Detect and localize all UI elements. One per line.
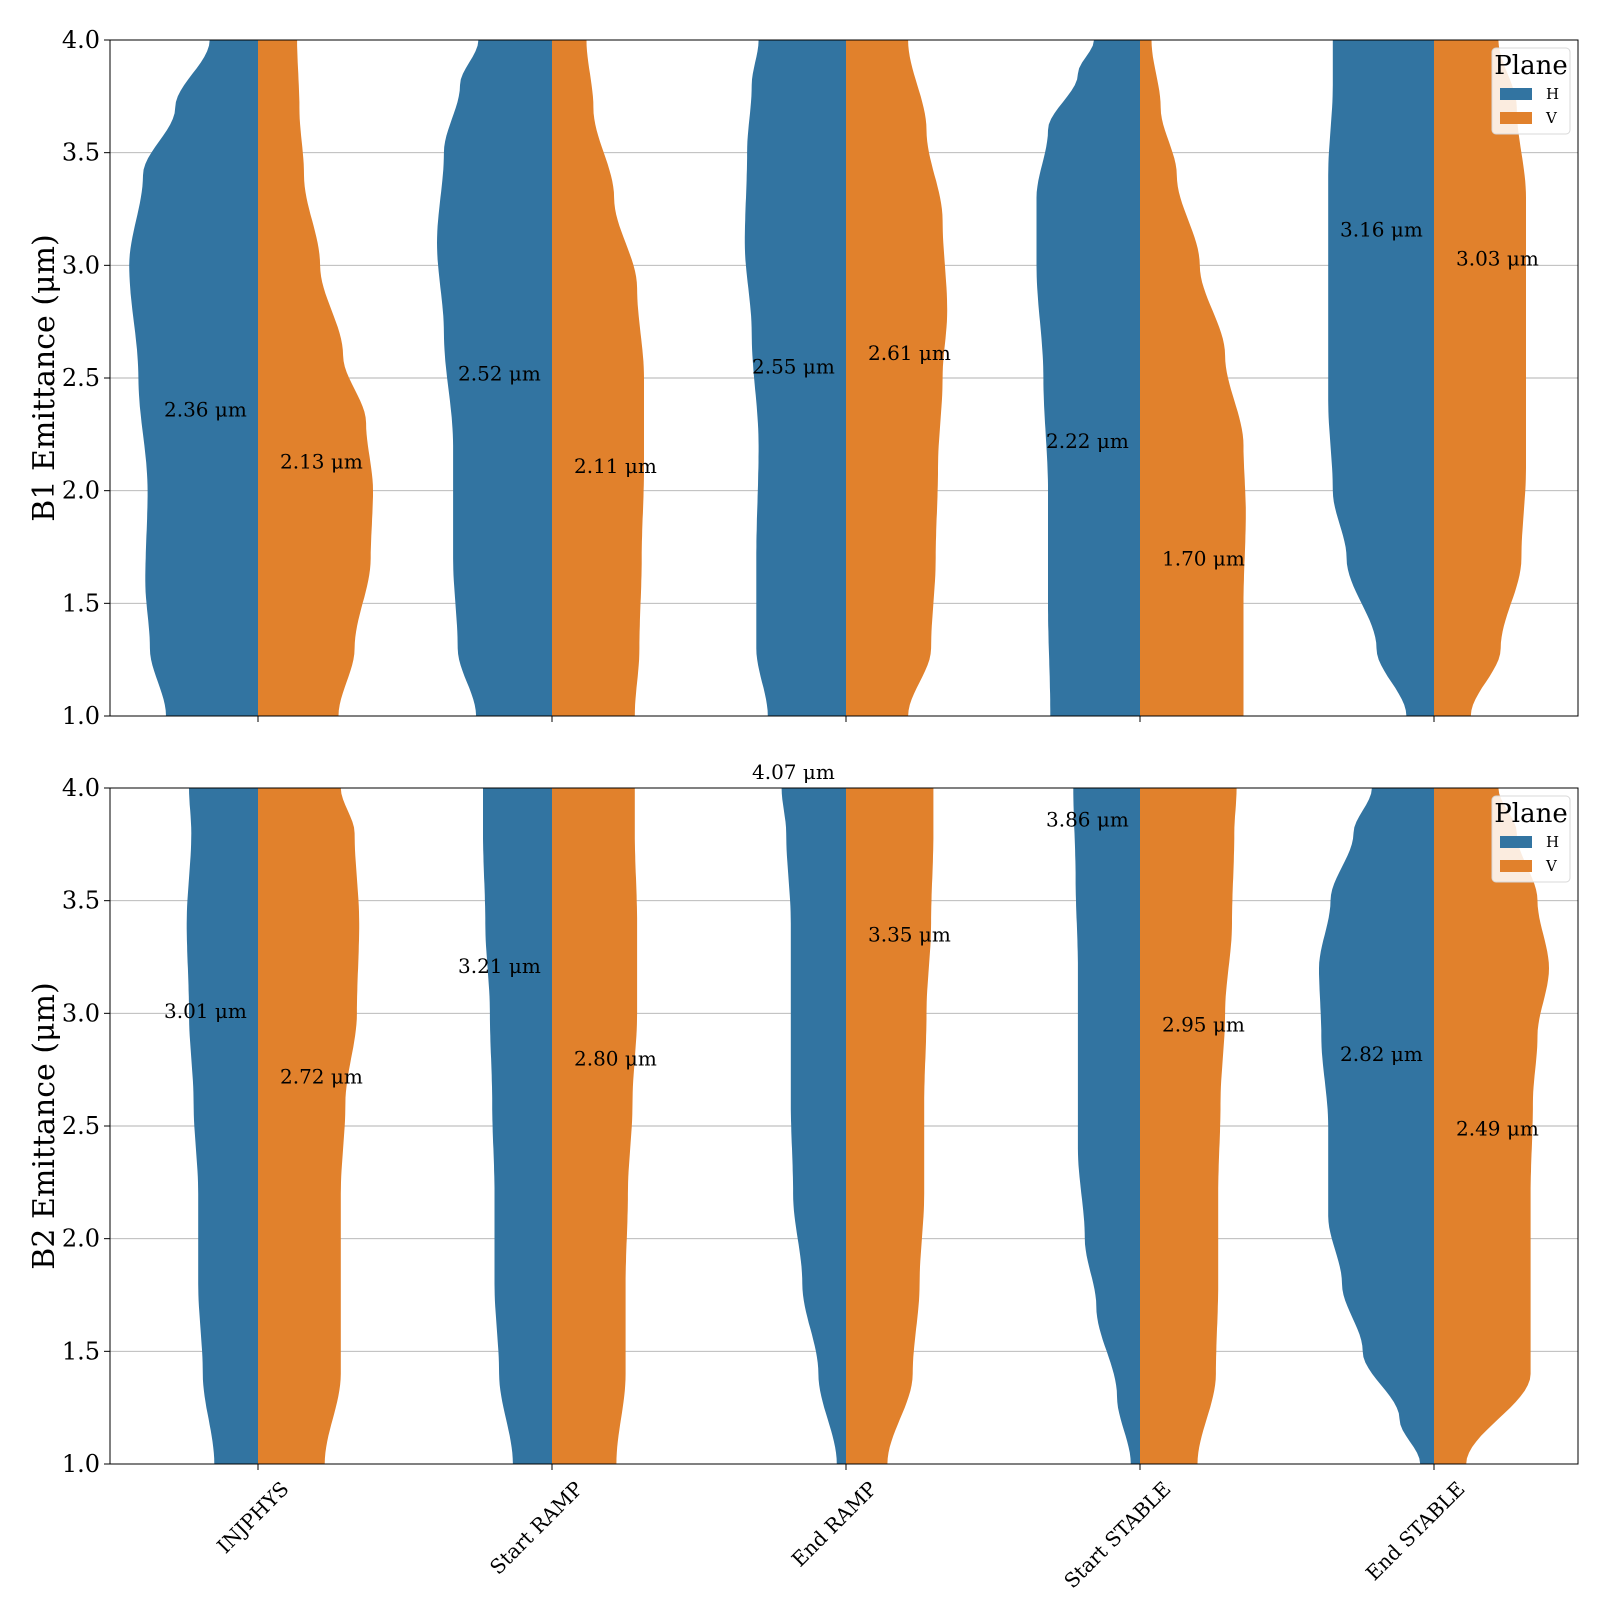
violin-h-end-stable (1328, 40, 1434, 716)
y-tick-label: 1.5 (62, 1337, 100, 1365)
median-annotation: 2.82 μm (1340, 1042, 1423, 1066)
median-annotation: 2.13 μm (280, 449, 363, 473)
legend-label-v: V (1545, 109, 1558, 127)
violin-h-start-ramp (437, 40, 552, 716)
median-annotation: 3.86 μm (1046, 808, 1129, 832)
median-annotation: 2.95 μm (1162, 1013, 1245, 1037)
violin-v-end-stable (1434, 788, 1549, 1464)
axes-frame (109, 787, 1579, 1465)
violin-h-end-ramp (781, 788, 846, 1464)
y-tick-label: 2.0 (62, 1225, 100, 1253)
violin-h-injphys (186, 788, 258, 1464)
violin-v-end-ramp (846, 788, 934, 1464)
legend-label-h: H (1546, 85, 1559, 103)
legend-swatch-v (1500, 112, 1532, 124)
violin-h-end-stable (1319, 788, 1434, 1464)
legend-label-h: H (1546, 833, 1559, 851)
median-annotation: 2.49 μm (1456, 1116, 1539, 1140)
y-tick-label: 2.5 (62, 1112, 100, 1140)
y-tick-label: 3.5 (62, 887, 100, 915)
legend-swatch-h (1500, 836, 1532, 848)
x-category-label: End STABLE (1361, 1477, 1470, 1586)
panel-1: 1.0 1.5 2.0 2.5 3.0 3.5 4.0 2.36 μm 2.52 μm 2.55 … (27, 26, 1579, 730)
median-annotation: 3.21 μm (458, 954, 541, 978)
violin-h-start-ramp (483, 788, 552, 1464)
median-annotation: 2.72 μm (280, 1064, 363, 1088)
violin-h-start-stable (1073, 788, 1140, 1464)
y-tick-label: 1.0 (62, 1450, 100, 1478)
legend-swatch-h (1500, 88, 1532, 100)
axes-frame (109, 39, 1579, 717)
median-annotation: 3.35 μm (868, 922, 951, 946)
y-axis-title: B2 Emittance (μm) (27, 982, 62, 1269)
violin-v-start-stable (1140, 40, 1246, 716)
y-axis-title: B1 Emittance (μm) (27, 234, 62, 521)
legend-swatch-v (1500, 860, 1532, 872)
violin-v-end-ramp (846, 40, 948, 716)
median-annotation: 2.11 μm (574, 454, 657, 478)
panel-2: 1.0 1.5 2.0 2.5 3.0 3.5 4.0 3.01 μm 3.21 μm 4.07 … (27, 760, 1579, 1593)
median-annotation: 2.52 μm (458, 361, 541, 385)
violin-v-injphys (258, 40, 373, 716)
median-annotation: 1.70 μm (1162, 546, 1245, 570)
x-category-label: Start RAMP (485, 1477, 588, 1580)
y-tick-label: 1.0 (62, 702, 100, 730)
y-tick-label: 4.0 (62, 774, 100, 802)
median-annotation: 2.55 μm (752, 355, 835, 379)
median-annotation: 4.07 μm (752, 760, 835, 784)
y-tick-label: 3.0 (62, 251, 100, 279)
legend-title: Plane (1494, 51, 1567, 81)
y-tick-label: 4.0 (62, 26, 100, 54)
violin-h-end-ramp (744, 40, 846, 716)
violin-h-start-stable (1036, 40, 1140, 716)
x-category-label: INJPHYS (212, 1477, 293, 1558)
x-category-label: Start STABLE (1059, 1477, 1175, 1593)
y-tick-label: 1.5 (62, 589, 100, 617)
y-tick-label: 3.5 (62, 139, 100, 167)
y-tick-label: 2.5 (62, 364, 100, 392)
median-annotation: 3.16 μm (1340, 217, 1423, 241)
median-annotation: 3.01 μm (164, 999, 247, 1023)
median-annotation: 3.03 μm (1456, 247, 1539, 271)
violin-h-injphys (129, 40, 258, 716)
median-annotation: 2.61 μm (868, 341, 951, 365)
violin-v-start-ramp (552, 788, 638, 1464)
x-category-label: End RAMP (787, 1477, 882, 1572)
median-annotation: 2.36 μm (164, 398, 247, 422)
violin-v-end-stable (1434, 40, 1526, 716)
violin-v-injphys (258, 788, 360, 1464)
median-annotation: 2.80 μm (574, 1046, 657, 1070)
legend-label-v: V (1545, 857, 1558, 875)
y-tick-label: 2.0 (62, 477, 100, 505)
y-tick-label: 3.0 (62, 999, 100, 1027)
legend-title: Plane (1494, 799, 1567, 829)
violin-v-start-ramp (552, 40, 644, 716)
violin-v-start-stable (1140, 788, 1237, 1464)
median-annotation: 2.22 μm (1046, 429, 1129, 453)
